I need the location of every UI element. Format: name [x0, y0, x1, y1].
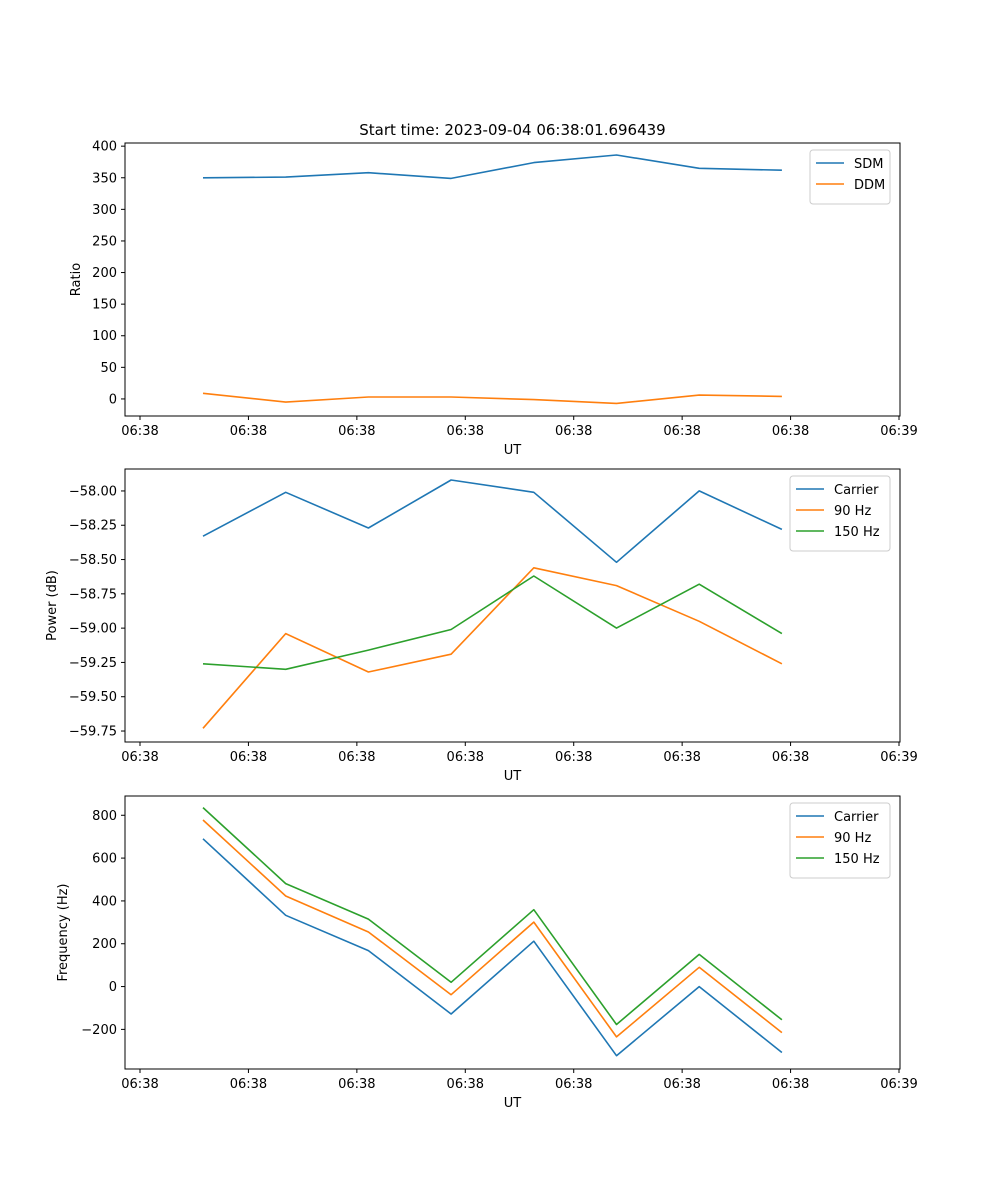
legend	[789, 475, 891, 552]
x-axis-label: UT	[504, 443, 522, 458]
x-tick-label: 06:38	[121, 424, 158, 439]
y-tick-label: 150	[92, 298, 117, 313]
x-tick-label: 06:38	[663, 424, 700, 439]
x-tick-label: 06:38	[338, 1077, 375, 1092]
series-line-150-hz	[202, 575, 783, 671]
y-tick-label: −58.75	[69, 587, 117, 602]
y-tick-label: −59.50	[69, 690, 117, 705]
x-tick-label: 06:38	[772, 424, 809, 439]
y-tick-label: 200	[92, 266, 117, 281]
y-tick-label: 50	[100, 361, 117, 376]
axes-frame	[124, 468, 901, 743]
y-tick-label: 0	[109, 392, 117, 407]
chart-title: Start time: 2023-09-04 06:38:01.696439	[359, 121, 665, 139]
y-tick-label: 100	[92, 329, 117, 344]
x-tick-label: 06:38	[230, 750, 267, 765]
x-tick-label: 06:38	[121, 1077, 158, 1092]
y-tick-label: 800	[92, 809, 117, 824]
series-line-ddm	[202, 392, 782, 405]
x-tick-label: 06:38	[230, 424, 267, 439]
x-tick-label: 06:38	[555, 1077, 592, 1092]
axes-frame	[124, 142, 901, 417]
y-tick-label: −58.50	[69, 553, 117, 568]
y-tick-label: 200	[92, 937, 117, 952]
x-tick-label: 06:39	[880, 424, 917, 439]
x-tick-label: 06:38	[447, 750, 484, 765]
y-tick-label: 600	[92, 852, 117, 867]
y-tick-label: 350	[92, 171, 117, 186]
x-tick-label: 06:38	[663, 1077, 700, 1092]
series-line-150-hz	[202, 807, 783, 1026]
ratio-panel: 06:38 06:38 06:38 06:38 06:38 06:38 06:38 06:39…	[69, 140, 918, 458]
legend-label: DDM	[854, 178, 885, 193]
series-line-carrier	[202, 479, 783, 564]
x-tick-label: 06:38	[230, 1077, 267, 1092]
legend	[789, 802, 891, 879]
x-tick-label: 06:38	[555, 750, 592, 765]
x-axis-label: UT	[504, 1096, 522, 1111]
x-tick-label: 06:38	[772, 1077, 809, 1092]
y-tick-label: 250	[92, 234, 117, 249]
legend-label: Carrier	[834, 810, 879, 825]
series-line-carrier	[202, 838, 783, 1057]
legend-label: 90 Hz	[834, 504, 871, 519]
series-line-90-hz	[202, 819, 783, 1038]
y-tick-label: 400	[92, 140, 117, 155]
y-tick-label: −59.00	[69, 622, 117, 637]
y-tick-label: 0	[109, 980, 117, 995]
axes-frame	[124, 795, 901, 1070]
legend-label: 150 Hz	[834, 852, 880, 867]
x-tick-label: 06:39	[880, 1077, 917, 1092]
y-tick-label: −58.00	[69, 484, 117, 499]
x-tick-label: 06:38	[447, 1077, 484, 1092]
x-tick-label: 06:38	[663, 750, 700, 765]
power-panel: 06:38 06:38 06:38 06:38 06:38 06:38 06:38 06:39…	[45, 468, 918, 784]
y-tick-label: 400	[92, 894, 117, 909]
series-line-sdm	[202, 154, 782, 180]
y-tick-label: 300	[92, 203, 117, 218]
y-tick-label: −58.25	[69, 519, 117, 534]
x-tick-label: 06:38	[338, 424, 375, 439]
y-axis-label: Power (dB)	[45, 570, 60, 641]
x-tick-label: 06:38	[772, 750, 809, 765]
legend-label: 90 Hz	[834, 831, 871, 846]
x-tick-label: 06:38	[447, 424, 484, 439]
legend-label: Carrier	[834, 483, 879, 498]
y-tick-label: −59.75	[69, 725, 117, 740]
y-axis-label: Ratio	[69, 263, 84, 296]
legend-label: SDM	[854, 157, 883, 172]
x-axis-label: UT	[504, 769, 522, 784]
y-tick-label: −200	[81, 1023, 117, 1038]
y-axis-label: Frequency (Hz)	[56, 883, 71, 981]
x-tick-label: 06:39	[880, 750, 917, 765]
series-line-90-hz	[202, 566, 783, 729]
x-tick-label: 06:38	[338, 750, 375, 765]
legend-label: 150 Hz	[834, 525, 880, 540]
x-tick-label: 06:38	[555, 424, 592, 439]
y-tick-label: −59.25	[69, 656, 117, 671]
x-tick-label: 06:38	[121, 750, 158, 765]
frequency-panel: 06:38 06:38 06:38 06:38 06:38 06:38 06:38 06:39…	[56, 795, 918, 1111]
